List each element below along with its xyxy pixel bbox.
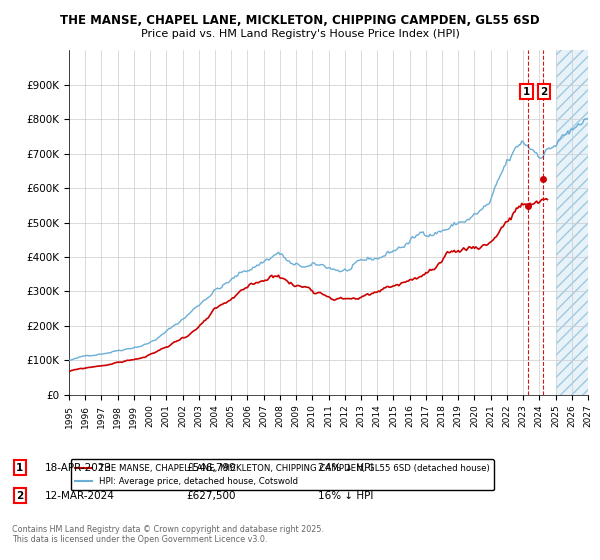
Text: 18-APR-2023: 18-APR-2023 bbox=[45, 463, 112, 473]
Text: THE MANSE, CHAPEL LANE, MICKLETON, CHIPPING CAMPDEN, GL55 6SD: THE MANSE, CHAPEL LANE, MICKLETON, CHIPP… bbox=[60, 14, 540, 27]
Text: Contains HM Land Registry data © Crown copyright and database right 2025.
This d: Contains HM Land Registry data © Crown c… bbox=[12, 525, 324, 544]
Text: 12-MAR-2024: 12-MAR-2024 bbox=[45, 491, 115, 501]
Text: 2: 2 bbox=[541, 87, 548, 97]
Text: 24% ↓ HPI: 24% ↓ HPI bbox=[318, 463, 373, 473]
Text: £546,799: £546,799 bbox=[186, 463, 236, 473]
Bar bbox=[556, 50, 588, 395]
Text: Price paid vs. HM Land Registry's House Price Index (HPI): Price paid vs. HM Land Registry's House … bbox=[140, 29, 460, 39]
Text: 2: 2 bbox=[16, 491, 23, 501]
Text: £627,500: £627,500 bbox=[186, 491, 235, 501]
Text: 16% ↓ HPI: 16% ↓ HPI bbox=[318, 491, 373, 501]
Text: 1: 1 bbox=[523, 87, 530, 97]
Text: 1: 1 bbox=[16, 463, 23, 473]
Legend: THE MANSE, CHAPEL LANE, MICKLETON, CHIPPING CAMPDEN, GL55 6SD (detached house), : THE MANSE, CHAPEL LANE, MICKLETON, CHIPP… bbox=[71, 459, 494, 491]
Bar bbox=[556, 50, 588, 395]
